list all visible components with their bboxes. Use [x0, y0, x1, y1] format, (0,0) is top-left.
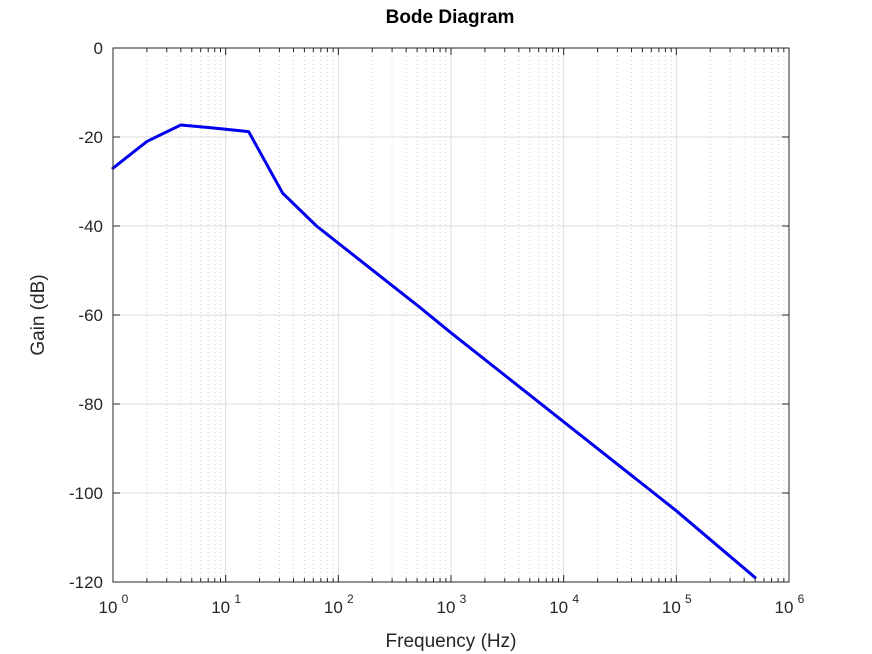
y-tick-label: -80 [78, 395, 103, 414]
x-tick-label-exponent: 2 [347, 592, 354, 606]
y-tick-label: -60 [78, 306, 103, 325]
x-tick-label: 10 [662, 598, 681, 617]
x-tick-label-exponent: 0 [122, 592, 129, 606]
x-tick-label-exponent: 6 [798, 592, 805, 606]
x-tick-label: 10 [211, 598, 230, 617]
x-tick-label-exponent: 3 [460, 592, 467, 606]
x-tick-label: 10 [549, 598, 568, 617]
x-tick-label-exponent: 5 [685, 592, 692, 606]
y-axis-label: Gain (dB) [28, 274, 49, 355]
y-tick-label: -40 [78, 217, 103, 236]
x-tick-label: 10 [324, 598, 343, 617]
y-tick-label: -100 [69, 484, 103, 503]
x-tick-label: 10 [775, 598, 794, 617]
y-tick-label: 0 [94, 39, 103, 58]
x-axis-label: Frequency (Hz) [386, 631, 517, 652]
series-group [111, 123, 757, 580]
y-tick-label: -120 [69, 573, 103, 592]
y-tick-label: -20 [78, 128, 103, 147]
chart-title: Bode Diagram [386, 7, 515, 28]
x-tick-label: 10 [99, 598, 118, 617]
x-tick-label: 10 [437, 598, 456, 617]
x-tick-label-exponent: 4 [572, 592, 579, 606]
gain-series-line [111, 123, 757, 580]
x-tick-label-exponent: 1 [234, 592, 241, 606]
axis-ticks: 10 0 10 1 10 2 10 3 10 4 10 5 10 6 0 -20 -40 -60 -80 -100 -1… [69, 39, 805, 617]
